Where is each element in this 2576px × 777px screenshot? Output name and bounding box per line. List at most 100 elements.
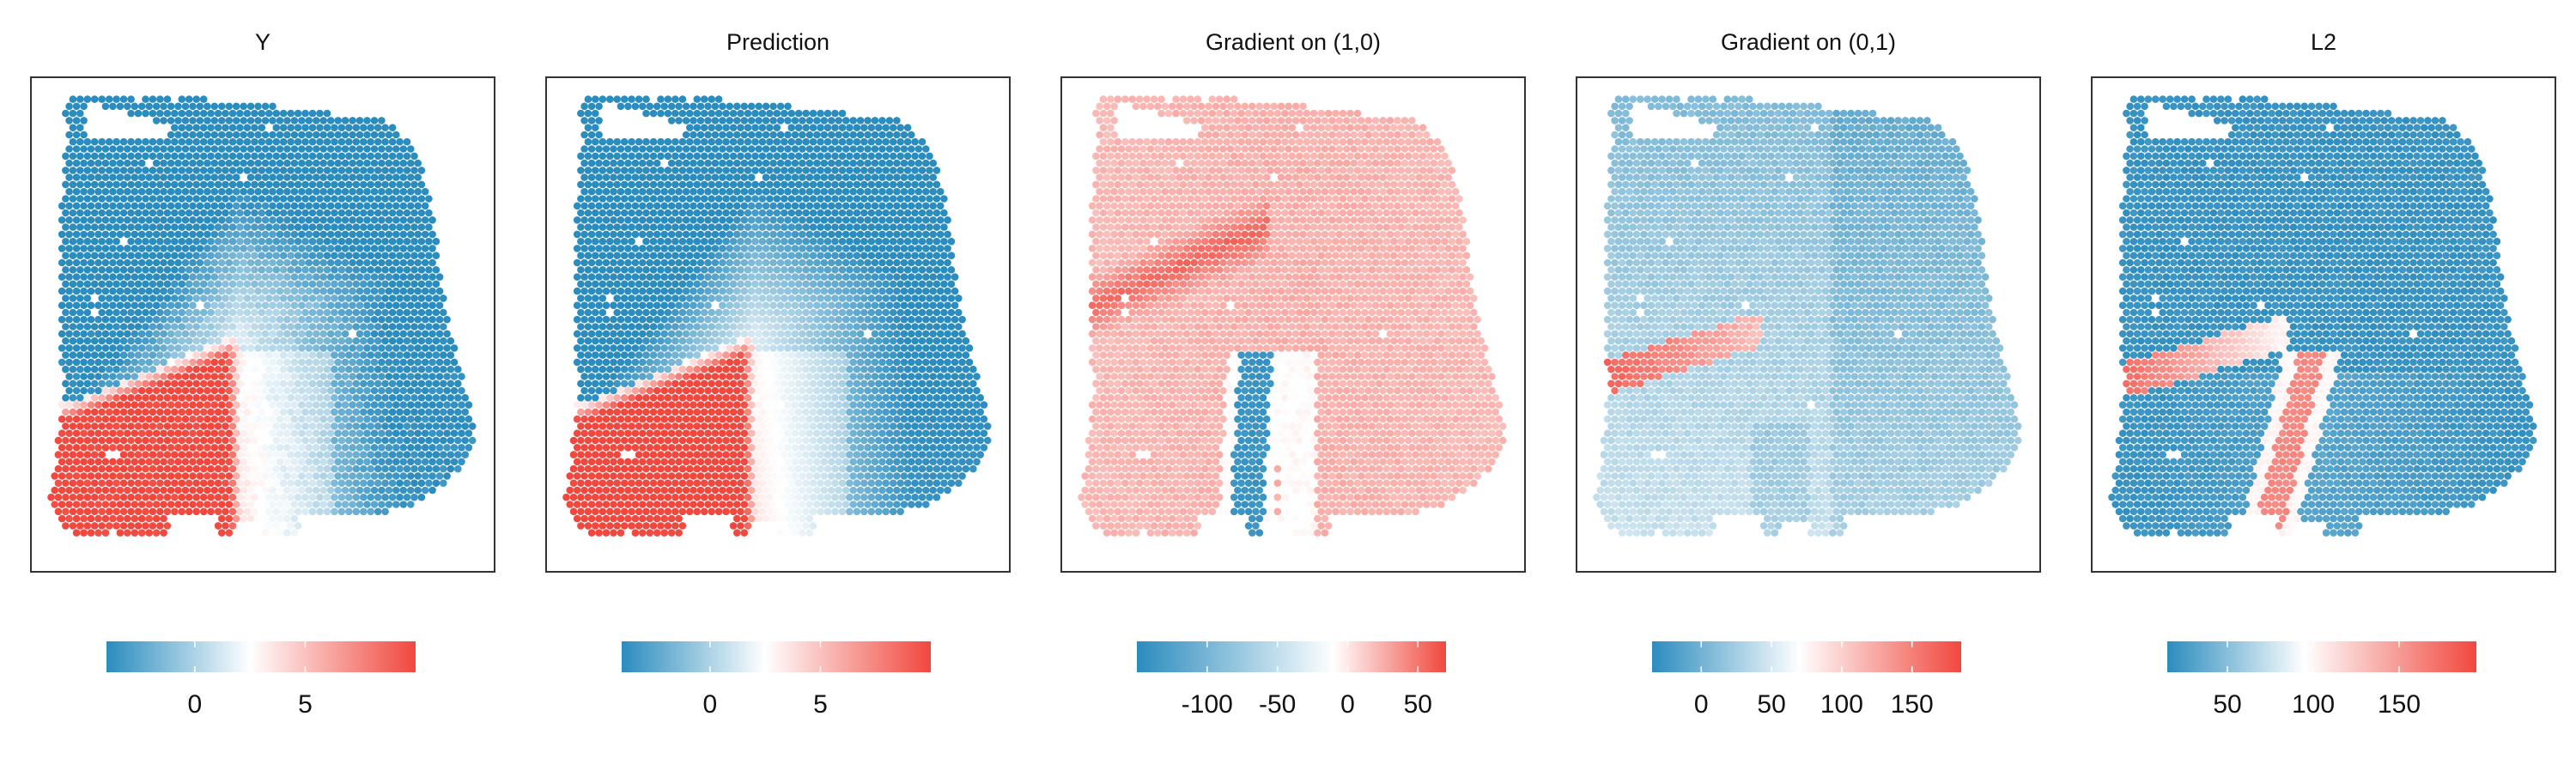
spot xyxy=(414,288,422,295)
spot xyxy=(922,173,930,181)
spot xyxy=(922,259,930,267)
spot xyxy=(138,103,146,111)
spot xyxy=(371,472,379,480)
spot xyxy=(606,167,614,174)
spot xyxy=(62,451,70,458)
spot xyxy=(882,138,890,146)
spot xyxy=(109,373,117,380)
spot xyxy=(76,508,84,516)
spot xyxy=(603,331,611,338)
spot xyxy=(821,316,829,324)
spot xyxy=(704,273,712,281)
spot xyxy=(824,252,832,259)
spot xyxy=(788,351,796,359)
spot xyxy=(919,337,927,345)
spot xyxy=(963,337,970,345)
spot xyxy=(345,380,353,388)
spot xyxy=(70,479,77,487)
spot xyxy=(632,316,640,324)
spot xyxy=(287,465,295,473)
spot xyxy=(98,437,106,445)
spot xyxy=(784,373,792,380)
spot xyxy=(911,323,919,331)
spot xyxy=(200,508,208,516)
spot xyxy=(109,515,117,523)
spot xyxy=(694,167,702,174)
spot xyxy=(839,124,847,131)
spot xyxy=(283,387,291,395)
spot xyxy=(933,238,941,246)
spot xyxy=(922,331,930,338)
spot xyxy=(878,359,886,367)
spot xyxy=(200,95,208,103)
spot xyxy=(817,323,824,331)
spot xyxy=(338,394,346,402)
spot xyxy=(142,252,149,259)
spot xyxy=(792,216,799,224)
spot xyxy=(926,323,933,331)
spot xyxy=(70,209,77,217)
spot xyxy=(211,173,219,181)
spot xyxy=(327,458,335,466)
spot xyxy=(160,444,167,452)
spot xyxy=(846,366,854,373)
spot xyxy=(319,416,327,423)
spot xyxy=(755,160,762,167)
spot xyxy=(683,331,690,338)
spot xyxy=(585,223,592,231)
spot xyxy=(262,173,270,181)
spot xyxy=(319,301,327,309)
spot xyxy=(414,273,422,281)
spot xyxy=(215,465,222,473)
spot xyxy=(309,409,317,416)
spot xyxy=(363,444,371,452)
spot xyxy=(726,344,734,352)
spot xyxy=(160,188,167,196)
spot xyxy=(574,231,581,239)
spot xyxy=(788,309,796,317)
spot xyxy=(864,117,872,124)
spot xyxy=(226,373,234,380)
spot xyxy=(109,387,117,395)
spot xyxy=(106,309,113,317)
spot xyxy=(313,301,320,309)
spot xyxy=(697,288,705,295)
spot xyxy=(890,323,897,331)
spot xyxy=(585,124,592,131)
spot xyxy=(389,409,397,416)
spot xyxy=(878,344,886,352)
spot xyxy=(327,216,335,224)
spot xyxy=(58,401,66,409)
spot xyxy=(944,231,951,239)
spot xyxy=(940,366,948,373)
spot xyxy=(948,323,956,331)
spot xyxy=(436,416,444,423)
spot xyxy=(142,479,149,487)
spot xyxy=(926,366,933,373)
spot xyxy=(309,422,317,430)
spot xyxy=(280,195,288,203)
spot xyxy=(926,209,933,217)
spot xyxy=(882,238,890,246)
spot xyxy=(708,138,715,146)
spot xyxy=(668,145,676,153)
spot xyxy=(226,331,234,338)
spot xyxy=(901,231,908,239)
spot xyxy=(247,231,255,239)
spot xyxy=(287,138,295,146)
spot xyxy=(363,145,371,153)
spot xyxy=(182,173,190,181)
spot xyxy=(577,337,585,345)
spot xyxy=(197,331,204,338)
spot xyxy=(98,337,106,345)
spot xyxy=(280,138,288,146)
spot xyxy=(251,138,258,146)
spot xyxy=(131,529,139,537)
spot xyxy=(701,195,708,203)
spot xyxy=(367,422,374,430)
spot xyxy=(65,231,73,239)
spot xyxy=(356,273,364,281)
spot xyxy=(236,281,244,288)
spot xyxy=(657,223,665,231)
spot xyxy=(842,203,850,210)
